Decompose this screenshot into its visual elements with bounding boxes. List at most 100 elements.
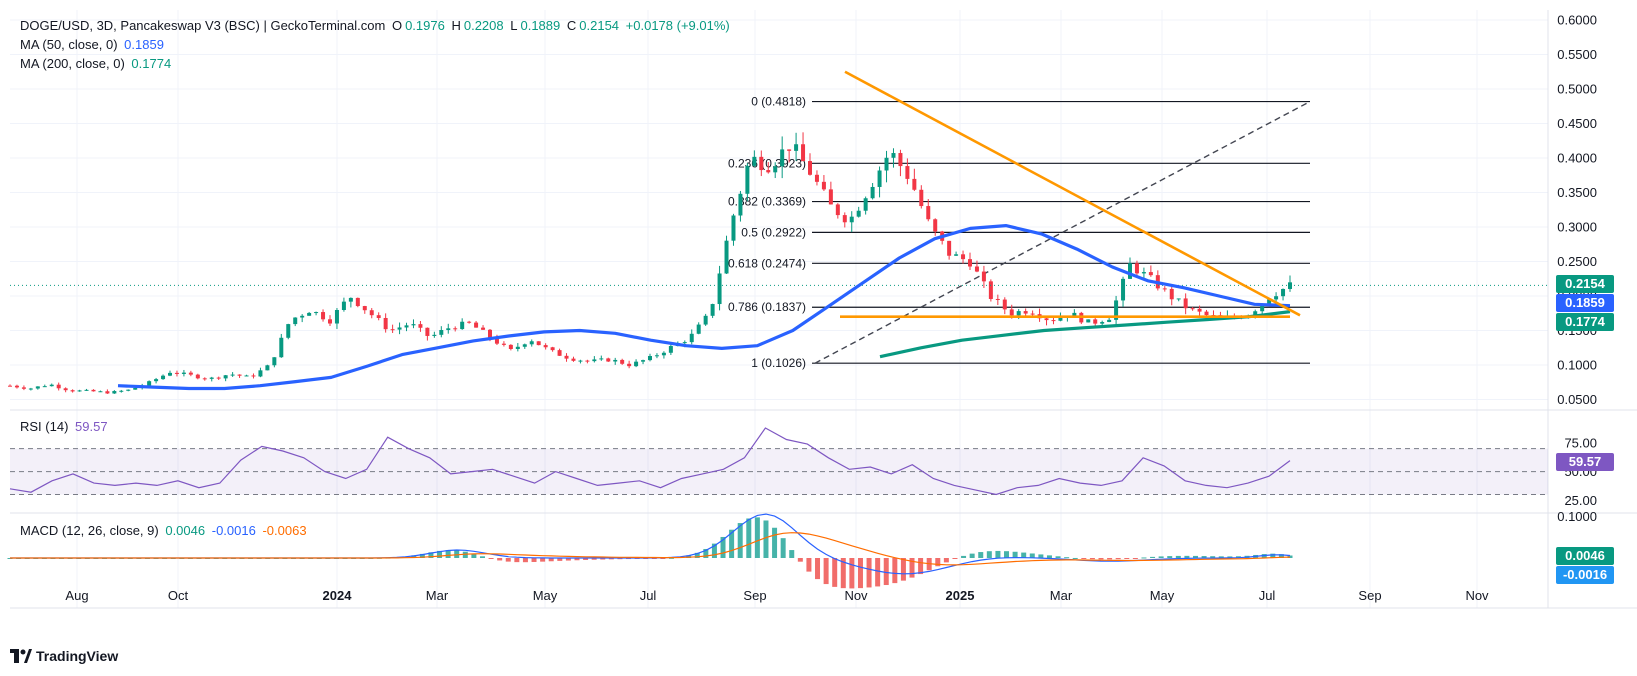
candle-body [1016,311,1021,316]
macd-histogram-bar [1132,558,1138,559]
candle-body [91,389,96,392]
candle-body [446,328,451,331]
candle-body [355,297,360,307]
macd-histogram-bar [1193,555,1199,558]
candle-body [1114,300,1119,320]
candle-body [578,360,583,362]
candle-body [564,355,569,359]
candle-body [1051,320,1056,322]
time-tick-label: Jul [1259,588,1276,603]
symbol-title[interactable]: DOGE/USD, 3D, Pancakeswap V3 (BSC) | Gec… [20,18,386,33]
candle-body [891,153,896,158]
candle-body [432,334,437,336]
price-tick-label: 0.5000 [1557,82,1597,97]
fib-level-label: 0.618 (0.2474) [728,256,806,270]
high-label: H [451,18,461,33]
price-tick-label: 0.2500 [1557,254,1597,269]
macd-histogram-bar [772,527,778,558]
macd-histogram-bar [608,558,614,560]
macd-legend[interactable]: MACD (12, 26, close, 9) 0.0046 -0.0016 -… [20,522,310,540]
time-axis[interactable]: Aug Oct 2024 Mar May Jul Sep Nov 2025 Mar May Jul Se… [65,588,1489,603]
candle-body [133,387,138,390]
macd-histogram-bar [454,550,460,558]
candle-body [154,379,159,382]
candle-body [341,301,346,310]
candle-body [404,325,409,328]
rsi-line [9,427,1291,496]
candle-body [773,166,778,173]
price-tick-label: 0.3000 [1557,220,1597,235]
candle-body [1197,308,1202,312]
fib-level-label: 0.786 (0.1837) [728,300,806,314]
open-value: 0.1976 [405,18,445,33]
candle-body [1162,288,1167,290]
macd-histogram-bar [995,550,1001,558]
candle-body [251,375,256,377]
macd-histogram-bar [1081,558,1087,559]
macd-histogram-bar [1038,554,1044,558]
macd-histogram-bar [943,558,949,563]
candle-body [731,215,736,241]
macd-histogram-bar [935,558,941,567]
candle-body [1072,312,1077,317]
trendline-drawings[interactable] [840,70,1301,319]
candle-body [759,156,764,171]
candle-body [474,322,479,328]
candle-body [230,374,235,376]
ma50-label: MA (50, close, 0) [20,37,118,52]
candle-body [49,384,54,387]
candle-body [974,266,979,272]
macd-histogram-bar [978,552,984,558]
macd-histogram-bar [583,558,589,560]
candle-body [745,165,750,194]
candle-body [641,360,646,362]
candle-body [947,240,952,256]
candle-body [912,178,917,190]
tradingview-logo[interactable]: TradingView [10,648,118,664]
candle-body [1058,317,1063,321]
candle-body [543,345,548,348]
price-axis[interactable]: 0.6000 0.5500 0.5000 0.4500 0.4000 0.3500 0.30… [1557,13,1597,525]
signal-line [10,532,1291,566]
macd-histogram-bar [909,558,915,578]
candle-body [105,391,110,394]
ma200-legend[interactable]: MA (200, close, 0) 0.1774 [20,55,174,73]
candle-body [1281,288,1286,297]
fibonacci-retracement[interactable]: 0 (0.4818)0.236 (0.3923)0.382 (0.3369)0.… [728,95,1311,371]
macd-histogram-bar [875,558,881,587]
candle-body [821,181,826,190]
macd-histogram-bar [428,552,434,558]
symbol-legend: DOGE/USD, 3D, Pancakeswap V3 (BSC) | Gec… [20,17,733,35]
candle-body [1030,313,1035,315]
price-tick-label: 0.6000 [1557,13,1597,28]
macd-histogram-bar [754,517,760,558]
candle-body [1169,288,1174,300]
candle-body [1121,278,1126,301]
macd-histogram-bar [462,551,468,558]
candle-body [147,381,152,386]
candle-body [933,219,938,232]
candle-body [919,189,924,207]
candle-body [334,309,339,324]
macd-histogram-bar [737,523,743,558]
candle-body [1107,319,1112,323]
candle-body [710,304,715,316]
macd-histogram-bar [729,529,735,558]
candle-body [689,333,694,343]
macd-histogram-bar [565,558,571,561]
candle-body [1183,298,1188,309]
moving-averages [117,224,1291,391]
macd-histogram-bar [479,556,485,558]
macd-histogram-bar [883,558,889,586]
time-tick-label: Nov [1465,588,1489,603]
candle-body [870,186,875,199]
candle-body [752,156,757,166]
macd-histogram-bar [540,558,546,562]
fib-level-label: 0.5 (0.2922) [741,225,806,239]
time-tick-label: Aug [65,588,88,603]
candle-body [648,355,652,361]
rsi-legend[interactable]: RSI (14) 59.57 [20,418,111,436]
ma50-legend[interactable]: MA (50, close, 0) 0.1859 [20,36,167,54]
low-label: L [510,18,518,33]
candle-body [286,324,291,338]
